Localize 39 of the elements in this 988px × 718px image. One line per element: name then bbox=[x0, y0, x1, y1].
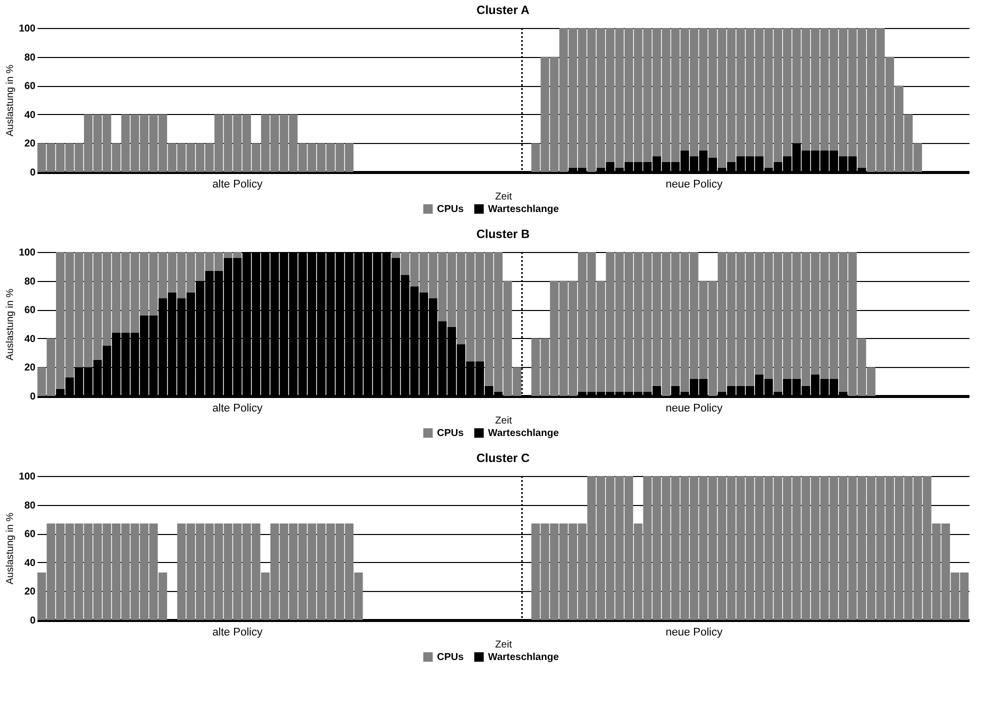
y-tick-label: 100 bbox=[18, 24, 36, 34]
legend-label: Warteschlange bbox=[488, 204, 560, 215]
y-axis-title: Auslastung in % bbox=[4, 288, 16, 360]
y-axis-title: Auslastung in % bbox=[4, 64, 16, 136]
y-tick-label: 80 bbox=[24, 276, 36, 288]
x-axis-title: Zeit bbox=[495, 192, 512, 202]
chart-title: Cluster C bbox=[476, 451, 530, 465]
chart-title: Cluster A bbox=[476, 3, 530, 17]
y-tick-label: 80 bbox=[24, 52, 36, 64]
x-tick-label: neue Policy bbox=[666, 178, 723, 190]
y-tick-label: 20 bbox=[24, 138, 36, 150]
x-axis-title: Zeit bbox=[495, 640, 512, 650]
y-tick-label: 40 bbox=[24, 334, 36, 345]
x-tick-label: alte Policy bbox=[212, 178, 263, 190]
y-tick-label: 80 bbox=[24, 500, 36, 512]
y-tick-label: 40 bbox=[24, 110, 36, 121]
y-tick-label: 20 bbox=[24, 586, 36, 598]
y-tick-label: 20 bbox=[24, 362, 36, 374]
y-tick-label: 60 bbox=[24, 529, 36, 540]
y-axis-title: Auslastung in % bbox=[4, 512, 16, 584]
legend-label: Warteschlange bbox=[488, 652, 560, 663]
legend-label: CPUs bbox=[437, 428, 464, 439]
x-tick-label: alte Policy bbox=[212, 626, 263, 638]
y-tick-label: 40 bbox=[24, 558, 36, 569]
y-tick-label: 60 bbox=[24, 305, 36, 316]
x-axis-title: Zeit bbox=[495, 416, 512, 426]
x-tick-label: neue Policy bbox=[666, 626, 723, 638]
y-tick-label: 0 bbox=[30, 616, 36, 626]
legend-label: CPUs bbox=[437, 204, 464, 215]
y-tick-label: 100 bbox=[18, 248, 36, 258]
legend-label: Warteschlange bbox=[488, 428, 560, 439]
chart-title: Cluster B bbox=[476, 227, 530, 241]
legend-label: CPUs bbox=[437, 652, 464, 663]
y-tick-label: 0 bbox=[30, 392, 36, 402]
x-tick-label: neue Policy bbox=[666, 402, 723, 414]
x-tick-label: alte Policy bbox=[212, 402, 263, 414]
y-tick-label: 100 bbox=[18, 472, 36, 482]
y-tick-label: 0 bbox=[30, 168, 36, 178]
y-tick-label: 60 bbox=[24, 81, 36, 92]
